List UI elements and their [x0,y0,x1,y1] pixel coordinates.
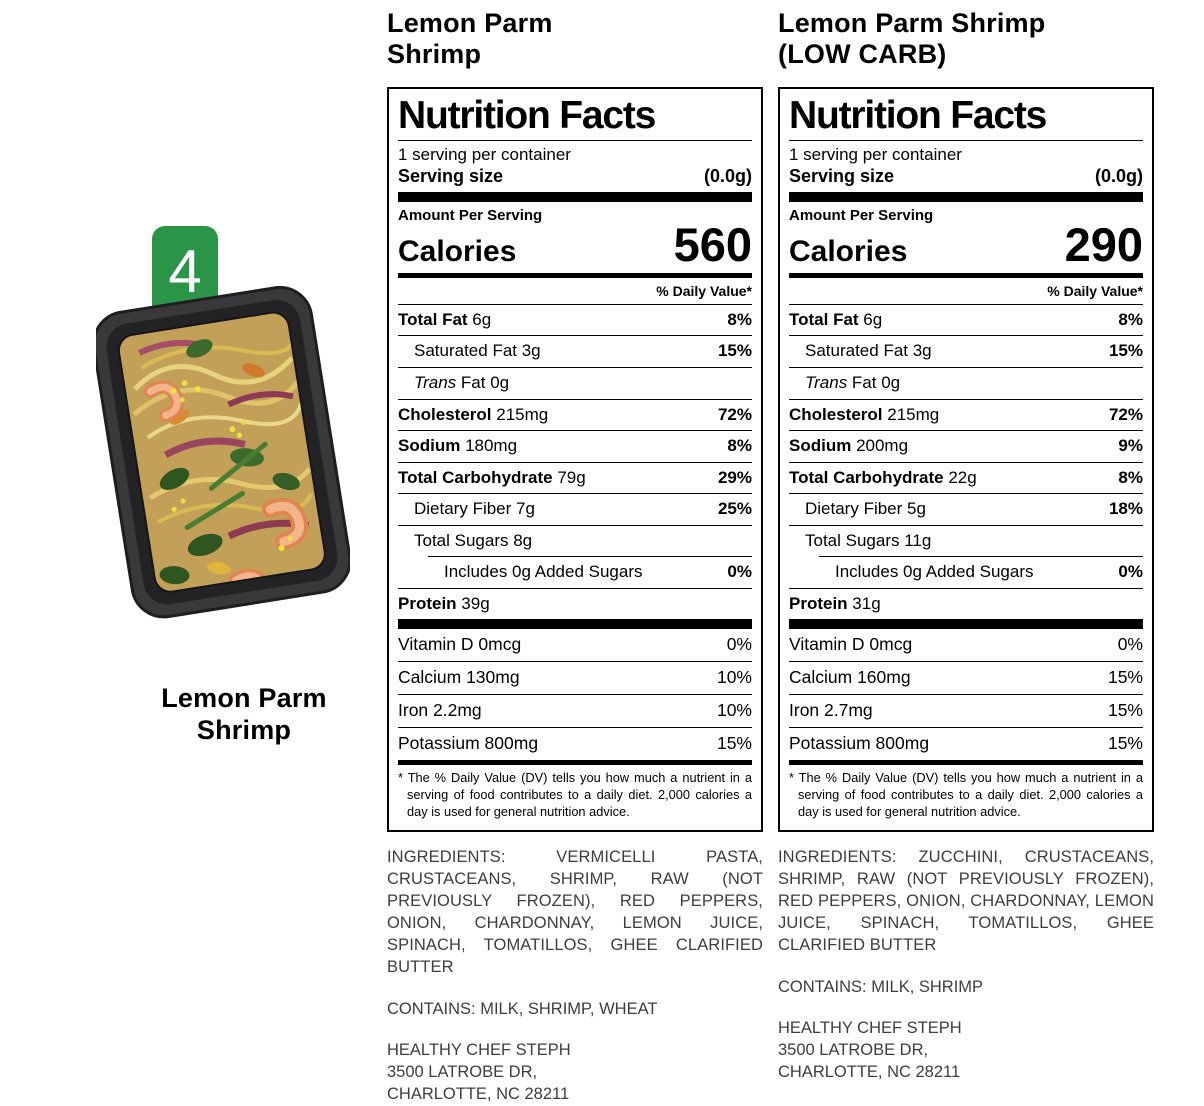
nutrient-row-dietary-fiber: Dietary Fiber 5g 18% [789,493,1143,525]
servings-per-container: 1 serving per container [398,144,571,164]
calories-value: 290 [1064,217,1143,271]
serving-size-label: Serving size [398,165,504,186]
micro-row-vitamin-d: Vitamin D 0mcg 0% [789,634,1143,655]
ingredients-text: INGREDIENTS: VERMICELLI PASTA, CRUSTACEA… [387,848,763,976]
product-title-line1: Lemon Parm Shrimp [778,8,1046,38]
nutrient-row-total-fat: Total Fat 6g 8% [398,303,752,336]
nutrient-row-cholesterol: Cholesterol 215mg 72% [398,398,752,431]
nutrient-row-cholesterol: Cholesterol 215mg 72% [789,398,1143,431]
nutrition-label: Nutrition Facts 1 serving per container … [387,87,763,833]
divider-thick [789,619,1143,630]
nutrient-row-dietary-fiber: Dietary Fiber 7g 25% [398,493,752,525]
product-title: Lemon Parm Shrimp [387,8,763,78]
divider-thick [398,191,752,202]
micro-row-potassium: Potassium 800mg 15% [398,727,752,760]
divider-thick [398,619,752,630]
label-column-regular: Lemon Parm Shrimp Nutrition Facts 1 serv… [387,8,763,1106]
divider-medium [398,760,752,766]
micro-row-potassium: Potassium 800mg 15% [789,727,1143,760]
nutrient-row-total-carbohydrate: Total Carbohydrate 79g 29% [398,461,752,494]
micro-row-calcium: Calcium 160mg 15% [789,661,1143,694]
label-column-low-carb: Lemon Parm Shrimp (LOW CARB) Nutrition F… [778,8,1154,1084]
producer-street: 3500 LATROBE DR, [778,1040,929,1059]
divider-medium [789,760,1143,766]
micro-row-iron: Iron 2.2mg 10% [398,694,752,727]
divider-thick [789,191,1143,202]
divider-medium [789,272,1143,278]
nutrient-row-total-sugars: Total Sugars 11g [789,524,1143,557]
amount-per-serving: Amount Per Serving [789,206,934,224]
nutrition-label: Nutrition Facts 1 serving per container … [778,87,1154,833]
serving-size-value: (0.0g) [1094,165,1143,186]
nutrient-row-total-carbohydrate: Total Carbohydrate 22g 8% [789,461,1143,494]
nutrient-row-saturated-fat: Saturated Fat 3g 15% [398,335,752,367]
calories-label: Calories [398,234,517,268]
product-title-line2: Shrimp [387,39,482,70]
producer-address: HEALTHY CHEF STEPH 3500 LATROBE DR, CHAR… [387,1040,763,1106]
daily-value-footnote: * The % Daily Value (DV) tells you how m… [398,770,752,820]
calories-value: 560 [673,217,752,271]
product-title: Lemon Parm Shrimp (LOW CARB) [778,8,1154,78]
micro-row-calcium: Calcium 130mg 10% [398,661,752,694]
producer-city: CHARLOTTE, NC 28211 [778,1062,961,1081]
nutrient-row-added-sugars: Includes 0g Added Sugars 0% [819,556,1143,588]
nutrient-row-trans-fat: Trans Fat 0g [789,367,1143,399]
meal-caption-line1: Lemon Parm [161,683,327,713]
producer-city: CHARLOTTE, NC 28211 [387,1084,570,1103]
servings-per-container: 1 serving per container [789,144,962,164]
serving-size-row: Serving size (0.0g) [789,165,1143,192]
daily-value-footnote: * The % Daily Value (DV) tells you how m… [789,770,1143,820]
producer-name: HEALTHY CHEF STEPH [387,1040,571,1059]
serving-size-row: Serving size (0.0g) [398,165,752,192]
nutrient-row-saturated-fat: Saturated Fat 3g 15% [789,335,1143,367]
calories-row: Calories 560 [398,217,752,273]
serving-size-label: Serving size [789,165,895,186]
allergen-contains-text: CONTAINS: MILK, SHRIMP [778,977,984,996]
daily-value-header: % Daily Value* [656,282,752,299]
nutrient-row-added-sugars: Includes 0g Added Sugars 0% [428,556,752,588]
calories-row: Calories 290 [789,217,1143,273]
nutrition-facts-heading: Nutrition Facts [398,95,752,141]
daily-value-header: % Daily Value* [1047,282,1143,299]
meal-caption: Lemon Parm Shrimp [98,683,390,746]
product-title-line1: Lemon Parm [387,8,553,38]
micro-row-vitamin-d: Vitamin D 0mcg 0% [398,634,752,655]
meal-container-illustration [92,285,352,619]
meal-photo [92,285,352,625]
nutrient-row-protein: Protein 31g [789,587,1143,620]
nutrition-facts-heading: Nutrition Facts [789,95,1143,141]
product-title-line2: (LOW CARB) [778,39,947,70]
meal-caption-line2: Shrimp [196,714,292,745]
producer-street: 3500 LATROBE DR, [387,1062,538,1081]
amount-per-serving: Amount Per Serving [398,206,543,224]
serving-size-value: (0.0g) [703,165,752,186]
producer-address: HEALTHY CHEF STEPH 3500 LATROBE DR, CHAR… [778,1018,1154,1084]
divider-medium [398,272,752,278]
meal-number: 4 [168,238,202,305]
nutrient-row-total-fat: Total Fat 6g 8% [789,303,1143,336]
allergen-contains-text: CONTAINS: MILK, SHRIMP, WHEAT [387,999,658,1018]
micro-row-iron: Iron 2.7mg 15% [789,694,1143,727]
producer-name: HEALTHY CHEF STEPH [778,1018,962,1037]
nutrient-row-protein: Protein 39g [398,587,752,620]
calories-label: Calories [789,234,908,268]
ingredients-text: INGREDIENTS: ZUCCHINI, CRUSTACEANS, SHRI… [778,848,1154,954]
nutrient-row-sodium: Sodium 200mg 9% [789,430,1143,462]
nutrient-row-sodium: Sodium 180mg 8% [398,430,752,462]
nutrient-row-trans-fat: Trans Fat 0g [398,367,752,399]
nutrient-row-total-sugars: Total Sugars 8g [398,524,752,557]
